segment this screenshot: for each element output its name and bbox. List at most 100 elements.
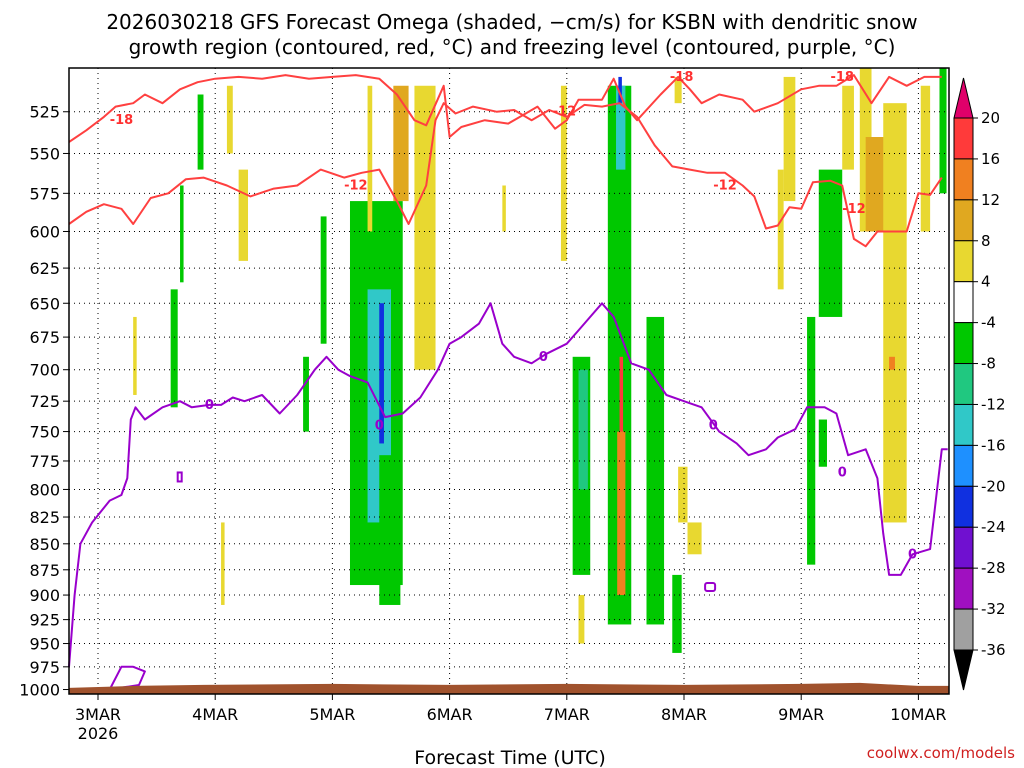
y-tick-label: 875: [29, 561, 60, 580]
omega-region: [379, 455, 401, 605]
y-tick-label: 750: [29, 423, 60, 442]
colorbar-label: -20: [981, 477, 1006, 495]
omega-region: [777, 169, 784, 290]
y-tick-label: 1000: [19, 681, 60, 700]
colorbar-segment: [953, 444, 974, 487]
freezing-level-label: 0: [205, 398, 214, 413]
ground-fill: [69, 682, 949, 694]
y-tick-label: 800: [29, 480, 60, 499]
y-tick-label: 600: [29, 222, 60, 241]
y-tick-label: 625: [29, 259, 60, 278]
colorbar-label: 16: [981, 150, 1000, 168]
contour-lines: -18 -18 -18 -12 -12 -12 -12 0 0 0 0 0 0: [68, 70, 948, 691]
y-tick-label: 550: [29, 144, 60, 163]
y-tick-label: 675: [29, 328, 60, 347]
colorbar-segment: [953, 526, 974, 569]
isotherm-minus18-line: [68, 74, 942, 143]
omega-region: [221, 522, 225, 605]
omega-region: [379, 303, 384, 444]
isotherm-minus18-label: -18: [830, 70, 854, 85]
freezing-level-label: 0: [838, 465, 847, 480]
colorbar-label: -16: [981, 436, 1006, 454]
omega-region: [303, 356, 309, 432]
colorbar: 20 16 12 8 4 -4 -8 -12 -16 -20 -24 -28 -32 -36: [953, 77, 1006, 691]
x-tick-label: 3MAR: [75, 705, 121, 724]
colorbar-label: 20: [981, 109, 1000, 127]
omega-region: [616, 85, 626, 170]
omega-region: [687, 522, 702, 555]
omega-region: [842, 85, 854, 170]
omega-region: [883, 103, 907, 523]
y-tick-label: 975: [29, 658, 60, 677]
omega-region: [133, 316, 137, 395]
omega-region: [414, 85, 436, 370]
omega-region: [939, 68, 947, 194]
freezing-level-label: 0: [539, 350, 548, 365]
omega-region: [646, 316, 665, 625]
colorbar-label: -28: [981, 559, 1006, 577]
colorbar-segment: [953, 322, 974, 365]
y-tick-label: 575: [29, 184, 60, 203]
colorbar-segment: [953, 403, 974, 446]
freezing-level-label: 0: [908, 547, 917, 562]
omega-region: [618, 76, 622, 104]
omega-region: [818, 169, 843, 317]
ground-terrain: [69, 682, 949, 694]
omega-shading: [133, 68, 947, 653]
colorbar-segment: [953, 281, 974, 324]
omega-region: [238, 169, 249, 261]
colorbar-label: 12: [981, 191, 1000, 209]
omega-region: [678, 466, 688, 523]
y-tick-label: 775: [29, 452, 60, 471]
omega-region: [920, 85, 931, 232]
freezing-level-loop: [176, 471, 183, 483]
colorbar-label: -8: [981, 355, 996, 373]
y-tick-label: 900: [29, 586, 60, 605]
colorbar-label: -4: [981, 314, 996, 332]
y-tick-label: 825: [29, 508, 60, 527]
colorbar-segment: [953, 485, 974, 528]
freezing-level-loop: [704, 582, 717, 593]
credit-text: coolwx.com/models: [867, 744, 1015, 762]
x-tick-label: 5MAR: [309, 705, 355, 724]
plot-background: [69, 68, 949, 694]
colorbar-segment: [953, 158, 974, 201]
omega-region: [674, 76, 682, 104]
y-tick-label: 850: [29, 535, 60, 554]
freezing-level-label: 0: [375, 419, 384, 434]
omega-region: [197, 94, 204, 170]
y-tick-label: 650: [29, 294, 60, 313]
freezing-level-low-line: [108, 665, 146, 691]
colorbar-label: -12: [981, 395, 1006, 413]
isotherm-minus12-label: -12: [713, 178, 737, 193]
colorbar-label: 8: [981, 232, 991, 250]
y-tick-label: 950: [29, 635, 60, 654]
colorbar-label: -24: [981, 518, 1006, 536]
y-tick-label: 725: [29, 392, 60, 411]
omega-region: [367, 85, 373, 232]
x-tick-label: 7MAR: [544, 705, 590, 724]
y-tick-label: 925: [29, 611, 60, 630]
x-tick-label: 8MAR: [661, 705, 707, 724]
omega-region: [170, 289, 178, 408]
omega-region: [393, 85, 409, 202]
omega-region: [578, 369, 588, 490]
colorbar-top-arrow: [953, 77, 974, 119]
plot-frame: [68, 67, 950, 695]
omega-region: [607, 85, 632, 625]
colorbar-segment: [953, 608, 974, 651]
colorbar-label: -36: [981, 641, 1006, 659]
omega-region: [889, 356, 895, 370]
isotherm-minus12-label: -12: [553, 105, 577, 120]
x-tick-label: 10MAR: [890, 705, 946, 724]
colorbar-segment: [953, 567, 974, 610]
x-tick-label: 6MAR: [427, 705, 473, 724]
x-tick-label: 9MAR: [778, 705, 824, 724]
y-axis-ticks: 525 550 575 600 625 650 675 700 725 750 775 800 825 8…: [19, 103, 69, 700]
omega-region: [617, 431, 626, 596]
omega-region: [560, 85, 567, 261]
isotherm-minus12-label: -12: [344, 178, 368, 193]
omega-region: [818, 419, 827, 467]
isotherm-minus12-label: -12: [842, 202, 866, 217]
